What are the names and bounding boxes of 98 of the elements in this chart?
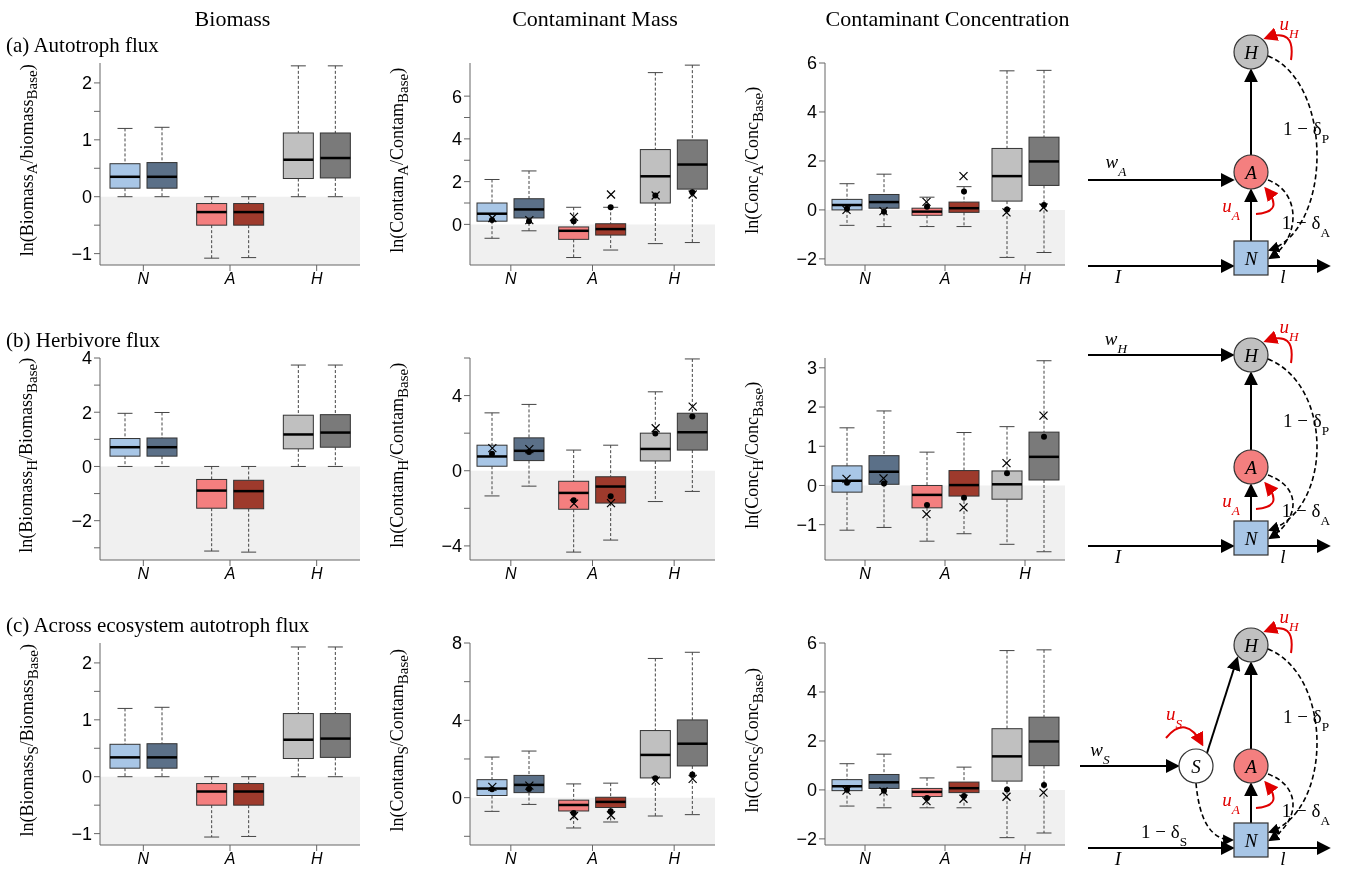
x-tick-label: A: [938, 565, 951, 583]
x-tick-label: N: [137, 850, 150, 868]
x-tick-label: N: [859, 565, 872, 583]
text: N: [1243, 830, 1259, 851]
x-tick-label: N: [137, 270, 150, 288]
y-tick-label: 0: [81, 187, 92, 208]
y-tick-label: 0: [451, 788, 462, 809]
y-tick-label: 2: [81, 402, 92, 423]
x-tick-label: N: [505, 565, 518, 583]
text: A: [1243, 457, 1258, 478]
text: u$_{H}$: [1279, 316, 1300, 344]
y-tick-label: 0: [806, 475, 817, 496]
text: H: [1243, 345, 1260, 366]
chart-subtitle: (a) Autotroph flux: [6, 33, 159, 58]
x-tick-label: N: [137, 565, 150, 583]
text: u$_{A}$: [1222, 490, 1241, 518]
y-tick-label: 1: [81, 710, 92, 731]
x-tick-label: A: [223, 270, 236, 288]
text: l: [1280, 266, 1286, 287]
text: 1 − δ$_{S}$: [1140, 821, 1188, 849]
y-tick-label: 0: [451, 214, 462, 235]
y-tick-label: 0: [81, 767, 92, 788]
chart-title: Contaminant Mass: [511, 6, 679, 32]
x-tick-label: A: [586, 565, 598, 583]
y-tick-label: 6: [806, 633, 817, 654]
text: H: [1243, 635, 1260, 656]
text: I: [1113, 546, 1123, 567]
text: N: [1243, 528, 1259, 549]
x-tick-label: H: [310, 565, 323, 583]
text: A: [1243, 162, 1258, 183]
y-tick-label: 0: [806, 780, 817, 801]
y-tick-label: 4: [451, 385, 462, 406]
chart-title: Biomass: [193, 6, 272, 32]
x-tick-label: A: [586, 850, 598, 868]
x-tick-label: N: [859, 270, 872, 288]
text: A: [1243, 756, 1258, 777]
x-tick-label: A: [586, 270, 598, 288]
y-tick-label: 4: [451, 710, 462, 731]
text: I: [1113, 848, 1123, 869]
x-tick-label: H: [1019, 850, 1032, 868]
y-tick-label: 6: [451, 86, 462, 107]
y-tick-label: 2: [451, 172, 462, 193]
y-tick-label: 0: [81, 456, 92, 477]
text: 1 − δ$_{A}$: [1281, 800, 1331, 828]
x-tick-label: H: [1019, 565, 1032, 583]
x-tick-label: H: [668, 850, 681, 868]
x-tick-label: A: [223, 850, 236, 868]
y-tick-label: 2: [806, 731, 817, 752]
x-tick-label: A: [938, 270, 951, 288]
y-tick-label: −2: [796, 829, 817, 850]
x-tick-label: A: [938, 850, 951, 868]
text: l: [1280, 546, 1286, 567]
chart-subtitle: (c) Across ecosystem autotroph flux: [6, 613, 310, 638]
text: w$_{H}$: [1104, 328, 1129, 356]
y-tick-label: 0: [806, 200, 817, 221]
chart-title: Contaminant Concentration: [824, 6, 1071, 32]
x-tick-label: N: [505, 270, 518, 288]
y-tick-label: −4: [441, 536, 462, 557]
y-tick-label: 8: [451, 633, 462, 654]
y-tick-label: 0: [451, 461, 462, 482]
x-tick-label: H: [668, 270, 681, 288]
text: w$_{A}$: [1105, 151, 1128, 179]
text: 1 − δ$_{P}$: [1282, 118, 1330, 146]
text: I: [1113, 266, 1123, 287]
y-tick-label: 3: [806, 358, 817, 379]
y-tick-label: −1: [796, 515, 817, 536]
x-tick-label: H: [1019, 270, 1032, 288]
y-tick-label: 6: [806, 53, 817, 74]
x-tick-label: H: [310, 850, 323, 868]
text: u$_{H}$: [1279, 606, 1300, 634]
y-tick-label: −2: [796, 249, 817, 270]
x-tick-label: A: [223, 565, 236, 583]
y-tick-label: −1: [71, 824, 92, 845]
text: H: [1243, 42, 1260, 63]
text: w$_{S}$: [1090, 739, 1111, 767]
x-tick-label: H: [310, 270, 323, 288]
y-tick-label: 2: [81, 653, 92, 674]
text: N: [1243, 248, 1259, 269]
text: u$_{H}$: [1279, 13, 1300, 41]
y-tick-label: 4: [806, 102, 817, 123]
y-tick-label: 2: [806, 397, 817, 418]
y-tick-label: −1: [71, 244, 92, 265]
y-tick-label: 4: [451, 129, 462, 150]
y-tick-label: 2: [806, 151, 817, 172]
x-tick-label: H: [668, 565, 681, 583]
y-tick-label: 1: [81, 130, 92, 151]
text: u$_{A}$: [1222, 789, 1241, 817]
y-tick-label: 1: [806, 436, 817, 457]
text: S: [1191, 756, 1202, 777]
text: l: [1280, 848, 1286, 869]
y-tick-label: 2: [81, 73, 92, 94]
text: u$_{A}$: [1222, 195, 1241, 223]
text: 1 − δ$_{A}$: [1281, 212, 1331, 240]
y-tick-label: 4: [806, 682, 817, 703]
y-tick-label: −2: [71, 511, 92, 532]
x-tick-label: N: [505, 850, 518, 868]
x-tick-label: N: [859, 850, 872, 868]
text: 1 − δ$_{A}$: [1281, 499, 1331, 527]
